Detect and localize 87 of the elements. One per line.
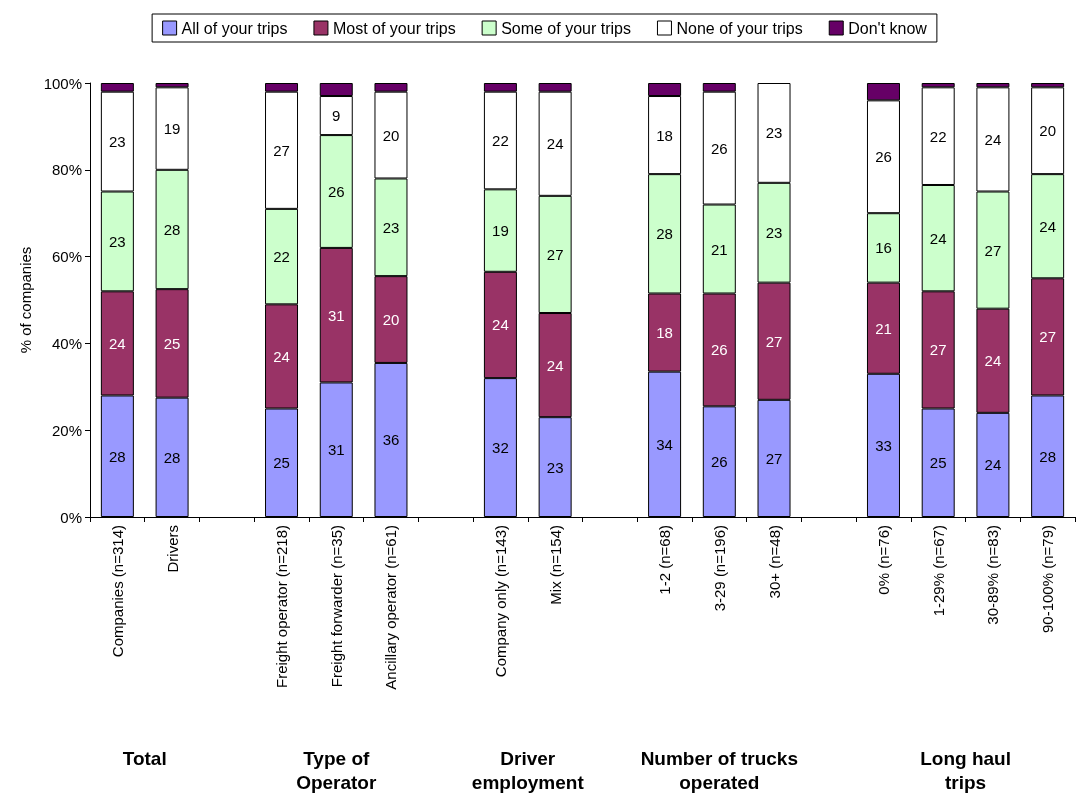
- data-label: 26: [710, 139, 728, 157]
- data-label: 18: [656, 324, 673, 342]
- y-tick-label: 100%: [43, 74, 82, 92]
- text: Type of Operator: [296, 747, 377, 793]
- data-label: 24: [546, 356, 564, 374]
- data-label: 23: [382, 218, 400, 236]
- x-tick-label: Company only (n=143): [491, 525, 509, 678]
- data-label: 24: [984, 130, 1002, 148]
- text: Number of trucks operated: [640, 747, 798, 793]
- x-tick-label: Mix (n=154): [546, 525, 564, 605]
- data-label: 28: [656, 225, 673, 243]
- x-tick-label: Freight forwarder (n=35): [327, 525, 345, 688]
- data-label: 20: [1039, 122, 1056, 140]
- y-tick-label: 20%: [51, 421, 82, 439]
- data-label: 22: [273, 248, 290, 266]
- x-tick-label: Drivers: [163, 525, 181, 573]
- data-label: 23: [765, 224, 783, 242]
- data-label: 23: [109, 133, 126, 151]
- data-label: 25: [163, 334, 181, 352]
- x-tick-label: 3-29 (n=196): [710, 525, 728, 612]
- data-label: 24: [984, 456, 1002, 474]
- legend-label: All of your trips: [181, 19, 288, 37]
- data-label: 24: [984, 352, 1002, 370]
- text: Driver employment: [471, 747, 585, 793]
- x-tick-label: Freight operator (n=218): [273, 525, 291, 689]
- data-label: 19: [163, 120, 181, 138]
- data-label: 28: [1039, 447, 1056, 465]
- data-label: 20: [382, 126, 400, 144]
- y-axis-title: % of companies: [16, 246, 34, 354]
- data-label: 33: [875, 436, 892, 454]
- x-tick-label: Ancillary operator (n=61): [382, 525, 400, 690]
- x-tick-label: 30+ (n=48): [765, 525, 783, 599]
- text: Total: [122, 747, 167, 769]
- y-tick-label: 0%: [60, 508, 82, 526]
- data-label: 21: [875, 319, 892, 337]
- data-label: 24: [546, 135, 564, 153]
- data-label: 16: [875, 239, 892, 257]
- y-tick-label: 80%: [51, 161, 82, 179]
- data-label: 23: [546, 458, 564, 476]
- data-label: 23: [109, 232, 126, 250]
- data-label: 9: [332, 107, 341, 125]
- x-tick-label: 30-89% (n=83): [984, 525, 1002, 625]
- x-tick-label: 0% (n=76): [874, 525, 892, 595]
- data-label: 26: [327, 183, 345, 200]
- data-label: 24: [1039, 217, 1056, 235]
- data-label: 34: [656, 435, 673, 453]
- data-label: 19: [492, 222, 509, 240]
- data-label: 23: [765, 124, 783, 142]
- data-label: 21: [710, 240, 728, 258]
- data-label: 24: [273, 347, 290, 365]
- legend-label: Some of your trips: [501, 19, 631, 37]
- data-label: 26: [875, 148, 892, 166]
- data-label: 24: [109, 334, 126, 352]
- x-tick-label: Companies (n=314): [108, 525, 126, 658]
- data-label: 28: [109, 447, 126, 465]
- legend-label: Don't know: [848, 19, 928, 37]
- x-tick-label: 90-100% (n=79): [1039, 525, 1057, 633]
- legend-label: Most of your trips: [332, 19, 456, 37]
- data-label: 26: [710, 341, 728, 359]
- data-label: 27: [273, 141, 290, 159]
- data-label: 27: [546, 245, 564, 263]
- data-label: 31: [327, 306, 345, 324]
- data-label: 26: [710, 453, 728, 471]
- legend-label: None of your trips: [676, 19, 803, 37]
- y-tick-label: 40%: [51, 334, 82, 352]
- data-label: 20: [382, 311, 400, 329]
- x-tick-label: 1-29% (n=67): [929, 525, 947, 617]
- text: Long haul trips: [920, 747, 1011, 793]
- data-label: 25: [273, 454, 290, 472]
- data-label: 28: [163, 220, 181, 238]
- data-label: 25: [929, 454, 947, 472]
- data-label: 31: [327, 441, 345, 459]
- data-label: 27: [984, 241, 1002, 259]
- data-label: 27: [1039, 328, 1056, 346]
- y-tick-label: 60%: [51, 248, 82, 266]
- data-label: 18: [656, 126, 673, 144]
- data-label: 36: [382, 431, 400, 449]
- data-label: 22: [492, 132, 509, 150]
- data-label: 27: [765, 449, 783, 467]
- data-label: 22: [929, 127, 947, 145]
- data-label: 27: [929, 341, 947, 359]
- data-label: 32: [492, 439, 509, 457]
- data-label: 28: [163, 448, 181, 466]
- data-label: 24: [929, 229, 947, 247]
- data-label: 24: [492, 316, 509, 334]
- data-label: 27: [765, 332, 783, 350]
- x-tick-label: 1-2 (n=68): [656, 525, 674, 595]
